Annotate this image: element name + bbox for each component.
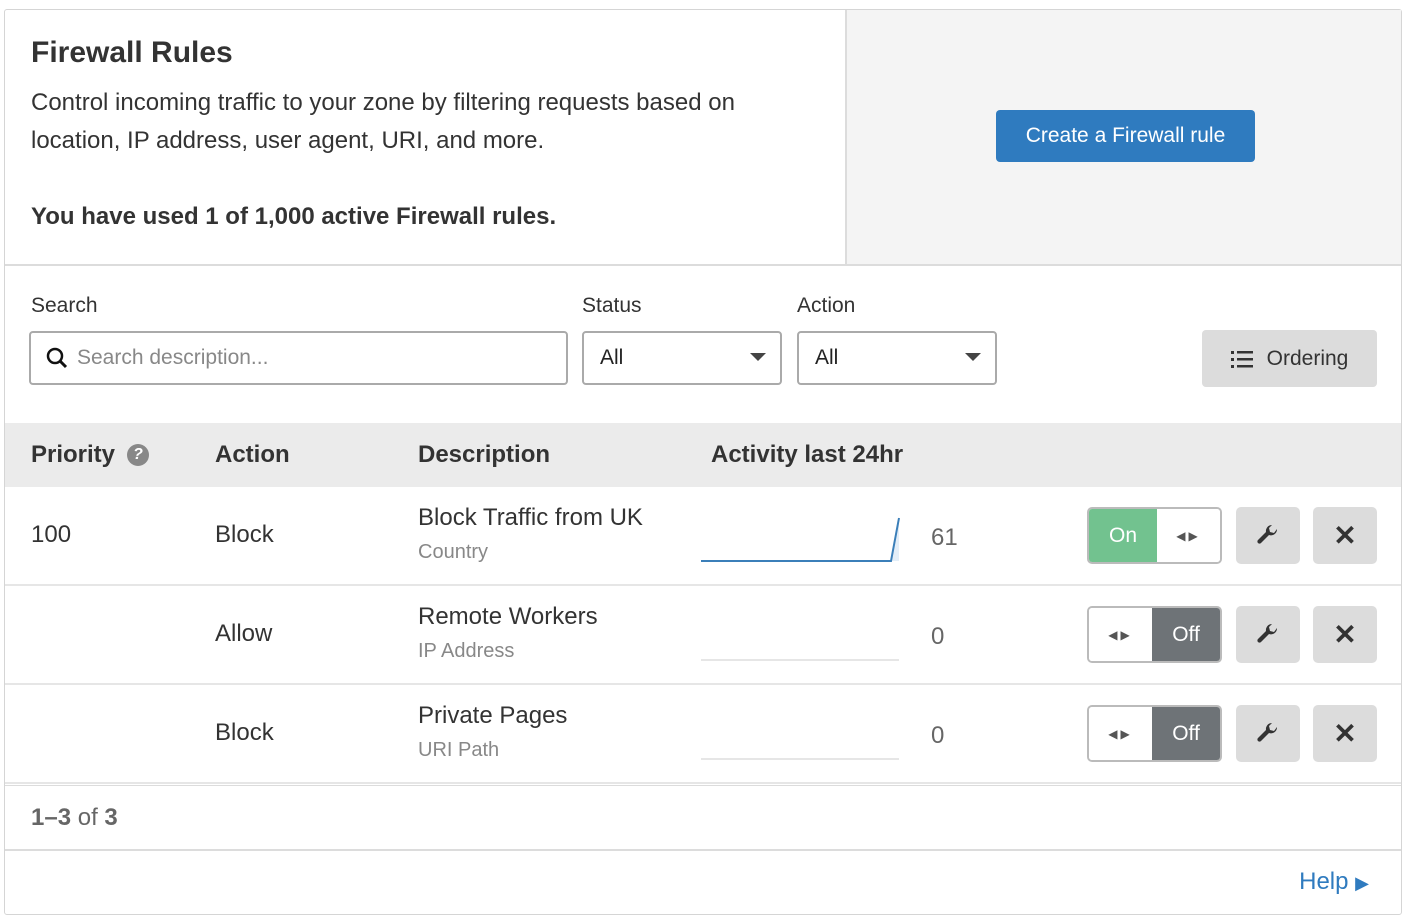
page-title: Firewall Rules <box>31 36 233 69</box>
close-icon: ✕ <box>1333 718 1357 749</box>
create-rule-button[interactable]: Create a Firewall rule <box>996 110 1255 162</box>
table-header: Priority? Action Description Activity la… <box>5 423 1401 487</box>
delete-button[interactable]: ✕ <box>1313 606 1377 663</box>
delete-button[interactable]: ✕ <box>1313 507 1377 564</box>
action-header: Action <box>215 441 290 468</box>
help-link[interactable]: Help ▶ <box>1299 868 1369 895</box>
rule-description: Remote Workers <box>418 603 598 630</box>
action-value: All <box>815 346 839 369</box>
description-header: Description <box>418 441 551 468</box>
search-placeholder: Search description... <box>77 346 269 369</box>
activity-count: 0 <box>931 722 945 749</box>
activity-sparkline <box>701 517 900 562</box>
usage-text: You have used 1 of 1,000 active Firewall… <box>31 203 557 230</box>
rule-toggle[interactable]: ◀▶ Off <box>1087 606 1222 663</box>
help-icon[interactable]: ? <box>127 444 150 466</box>
pagination: 1–3 of 3 <box>5 785 1401 851</box>
rule-action: Block <box>215 521 274 548</box>
caret-right-icon: ▶ <box>1355 873 1369 893</box>
rule-type: Country <box>418 541 489 563</box>
rule-type: URI Path <box>418 739 500 761</box>
action-select[interactable]: All <box>797 331 997 385</box>
table-row: Block Private Pages URI Path 0 ◀▶ Off ✕ <box>5 685 1401 784</box>
table-row: Allow Remote Workers IP Address 0 ◀▶ Off … <box>5 586 1401 685</box>
activity-header: Activity last 24hr <box>711 441 904 468</box>
ordering-button[interactable]: Ordering <box>1202 330 1377 387</box>
activity-sparkline <box>701 758 899 760</box>
toggle-knob-icon: ◀▶ <box>1157 509 1220 562</box>
wrench-icon <box>1257 623 1278 643</box>
status-value: All <box>600 346 624 369</box>
search-input[interactable]: Search description... <box>29 331 568 385</box>
action-label: Action <box>797 294 856 317</box>
toggle-knob-icon: ◀▶ <box>1089 707 1152 760</box>
search-icon <box>46 347 68 369</box>
status-label: Status <box>582 294 642 317</box>
table-row: 100 Block Block Traffic from UK Country … <box>5 487 1401 586</box>
chevron-down-icon <box>965 353 981 361</box>
list-icon <box>1230 350 1253 368</box>
delete-button[interactable]: ✕ <box>1313 705 1377 762</box>
rule-description: Block Traffic from UK <box>418 504 643 531</box>
edit-button[interactable] <box>1236 507 1300 564</box>
chevron-down-icon <box>750 353 766 361</box>
rule-action: Block <box>215 719 274 746</box>
close-icon: ✕ <box>1333 619 1357 650</box>
ordering-label: Ordering <box>1266 346 1349 370</box>
activity-count: 0 <box>931 623 945 650</box>
priority-header[interactable]: Priority? <box>31 441 150 469</box>
wrench-icon <box>1257 524 1278 544</box>
status-select[interactable]: All <box>582 331 782 385</box>
edit-button[interactable] <box>1236 606 1300 663</box>
edit-button[interactable] <box>1236 705 1300 762</box>
rule-priority: 100 <box>31 521 72 548</box>
rule-type: IP Address <box>418 640 515 662</box>
search-label: Search <box>31 294 98 317</box>
rule-action: Allow <box>215 620 273 647</box>
rule-toggle[interactable]: ◀▶ Off <box>1087 705 1222 762</box>
toggle-knob-icon: ◀▶ <box>1089 608 1152 661</box>
rule-toggle[interactable]: On ◀▶ <box>1087 507 1222 564</box>
firewall-rules-card: Firewall Rules Control incoming traffic … <box>4 9 1402 915</box>
wrench-icon <box>1257 722 1278 742</box>
activity-sparkline <box>701 659 899 661</box>
page-description: Control incoming traffic to your zone by… <box>31 89 735 154</box>
rule-description: Private Pages <box>418 702 568 729</box>
activity-count: 61 <box>931 524 958 551</box>
close-icon: ✕ <box>1333 520 1357 551</box>
